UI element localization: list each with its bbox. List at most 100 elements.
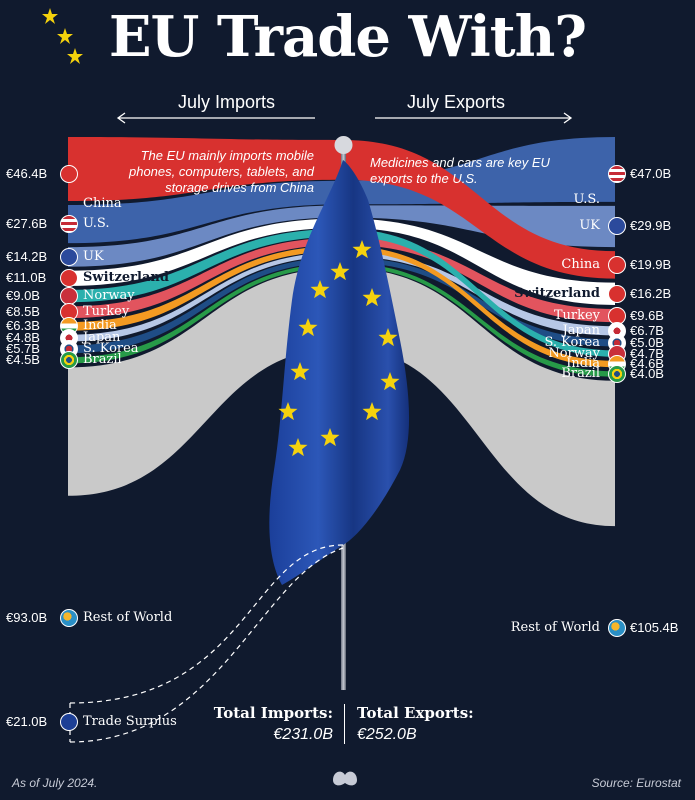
trade-flows	[68, 137, 615, 527]
flag-star-icon	[352, 240, 372, 259]
brazil-flag-icon	[608, 364, 626, 383]
export-value-s-korea: €5.0B	[630, 334, 664, 350]
import-value-switzerland: €11.0B	[6, 270, 47, 286]
import-label-india: India	[83, 318, 117, 334]
switzerland-flag-icon	[60, 269, 78, 288]
us-flag-icon	[608, 165, 626, 183]
globe-icon	[608, 619, 626, 637]
export-label-u-s: U.S.	[573, 192, 600, 207]
export-value-india: €4.6B	[630, 355, 664, 371]
import-label-uk: UK	[83, 248, 104, 264]
import-value-s-korea: €5.7B	[6, 341, 40, 357]
import-value-rest-of-world: €93.0B	[6, 610, 48, 625]
export-label-brazil: Brazil	[561, 365, 600, 381]
export-label-s-korea: S. Korea	[544, 334, 600, 350]
export-value-brazil: €4.0B	[630, 365, 664, 381]
import-label-japan: Japan	[83, 330, 121, 346]
import-flow-brazil	[68, 263, 343, 364]
import-value-turkey: €8.5B	[6, 304, 40, 320]
imports-direction-label: July Imports	[178, 92, 276, 112]
uk-flag-icon	[60, 247, 78, 266]
export-value-japan: €6.7B	[630, 322, 664, 338]
brazil-flag-icon	[60, 351, 78, 370]
import-value-u-s: €27.6B	[6, 216, 48, 232]
total-exports-label: Total Exports:	[357, 704, 474, 722]
export-value-norway: €4.7B	[630, 345, 664, 361]
import-label-trade-surplus: Trade Surplus	[83, 714, 177, 729]
total-imports: Total Imports: €231.0B	[214, 704, 333, 744]
export-value-turkey: €9.6B	[630, 307, 664, 323]
export-label-india: India	[566, 355, 600, 371]
import-label-rest-of-world: Rest of World	[83, 610, 173, 625]
import-flow-india	[68, 245, 343, 331]
flag-star-icon	[298, 318, 318, 337]
export-value-u-s: €47.0B	[630, 166, 672, 181]
date-note: As of July 2024.	[12, 776, 98, 790]
flag-star-icon	[278, 402, 298, 421]
import-label-china: China	[83, 196, 122, 211]
export-value-switzerland: €16.2B	[630, 285, 672, 301]
switzerland-flag-icon	[608, 284, 626, 303]
exports-direction-label: July Exports	[407, 92, 506, 112]
export-flow-china	[343, 140, 615, 279]
import-value-uk: €14.2B	[6, 248, 48, 264]
export-label-uk: UK	[579, 218, 600, 234]
flag-pole-finial	[334, 136, 353, 154]
import-flow-norway	[68, 228, 343, 303]
china-flag-icon	[608, 255, 626, 274]
import-label-brazil: Brazil	[83, 352, 122, 368]
flag-star-icon	[320, 428, 340, 447]
import-flow-china	[68, 137, 343, 202]
export-value-uk: €29.9B	[630, 218, 672, 234]
source-note: Source: Eurostat	[591, 776, 681, 790]
eu-flag	[269, 160, 410, 585]
uk-flag-icon	[608, 217, 626, 236]
export-flow-turkey	[343, 237, 615, 323]
flag-star-icon	[330, 262, 350, 281]
total-exports: Total Exports: €252.0B	[357, 704, 474, 744]
import-label-s-korea: S. Korea	[83, 341, 139, 357]
total-exports-value: €252.0B	[357, 726, 417, 743]
import-value-china: €46.4B	[6, 166, 48, 181]
import-label-u-s: U.S.	[83, 216, 110, 232]
total-imports-label: Total Imports:	[213, 704, 333, 722]
import-flow-uk	[68, 205, 343, 267]
flag-star-icon	[362, 402, 382, 421]
export-flow-switzerland	[343, 218, 615, 305]
flag-star-icon	[288, 438, 308, 457]
import-label-turkey: Turkey	[83, 304, 130, 320]
import-flow-turkey	[68, 237, 343, 319]
export-flow-norway	[343, 228, 615, 357]
export-label-turkey: Turkey	[553, 307, 600, 323]
export-label-japan: Japan	[562, 322, 600, 338]
flag-star-icon	[380, 372, 400, 391]
import-flow-rest-of-world	[68, 268, 343, 496]
export-label-norway: Norway	[548, 345, 600, 361]
export-label-switzerland: Switzerland	[514, 285, 600, 301]
import-flow-switzerland	[68, 218, 343, 286]
import-value-brazil: €4.5B	[6, 352, 40, 368]
eu-flag-stars	[278, 240, 400, 457]
publisher-logo-icon	[333, 771, 357, 786]
import-label-norway: Norway	[83, 288, 135, 304]
flag-star-icon	[362, 288, 382, 307]
import-flow-u-s	[68, 180, 343, 244]
flag-star-icon	[290, 362, 310, 381]
eu-flag-illustration	[269, 136, 410, 690]
totals-divider	[344, 704, 345, 744]
export-value-china: €19.9B	[630, 256, 672, 272]
import-value-japan: €4.8B	[6, 330, 40, 346]
export-flow-india	[343, 245, 615, 368]
export-label-rest-of-world: Rest of World	[510, 620, 600, 635]
total-imports-value: €231.0B	[273, 726, 333, 743]
export-flow-s-korea	[343, 257, 615, 347]
us-flag-icon	[60, 215, 78, 234]
left-arrow-icon	[116, 112, 315, 124]
flag-star-icon	[378, 328, 398, 347]
imports-annotation: The EU mainly imports mobile phones, com…	[128, 148, 314, 195]
china-flag-icon	[60, 165, 78, 183]
eu-flag-icon	[60, 713, 78, 731]
right-arrow-icon	[375, 112, 573, 124]
import-value-trade-surplus: €21.0B	[6, 714, 48, 729]
